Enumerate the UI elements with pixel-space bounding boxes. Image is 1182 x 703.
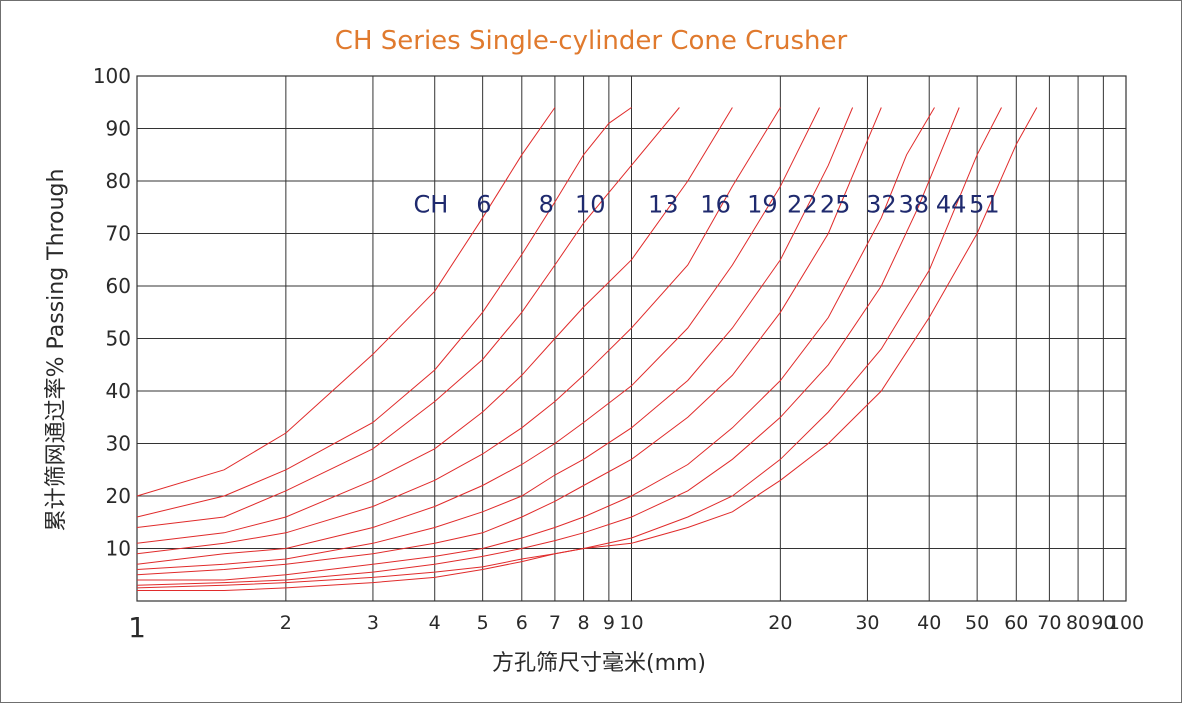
curve-label-44: 44 [936,191,967,219]
x-tick-label: 8 [578,612,590,634]
x-tick-label: 3 [367,612,379,634]
x-tick-label: 7 [549,612,561,634]
curve-label-25: 25 [820,191,851,219]
y-tick-label: 100 [93,64,131,88]
x-tick-label: 20 [768,612,792,634]
curve-25 [136,107,882,576]
curve-label-32: 32 [866,191,897,219]
curve-22 [136,107,854,570]
curve-10 [136,107,680,528]
x-tick-label: 60 [1004,612,1028,634]
y-tick-label: 40 [106,379,131,403]
x-tick-label: 90 [1091,612,1115,634]
x-tick-label: 6 [516,612,528,634]
y-tick-label: 90 [106,117,131,141]
x-tick-label: 9 [603,612,615,634]
x-tick-label: 2 [280,612,292,634]
x-tick-label: 5 [477,612,489,634]
curve-label-16: 16 [700,191,731,219]
curves [136,107,1038,591]
x-tick-label: 4 [429,612,441,634]
curve-19 [136,107,820,565]
curve-label-10: 10 [575,191,606,219]
x-tick-label: 50 [965,612,989,634]
y-tick-label: 50 [106,327,131,351]
y-tick-label: 80 [106,169,131,193]
curve-13 [136,107,733,544]
y-tick-label: 20 [106,484,131,508]
x-tick-label: 1 [128,611,146,644]
curve-label-13: 13 [648,191,679,219]
y-tick-label: 60 [106,274,131,298]
curve-label-51: 51 [969,191,1000,219]
curve-51 [137,107,1038,591]
labels: 1 2 3 4 5 6 7 8 9 10 20 30 40 50 60 70 80 901001020304050… [93,64,1144,644]
curve-16 [136,107,781,555]
x-tick-label: 80 [1066,612,1090,634]
curve-38 [136,107,960,586]
curve-32 [137,107,935,581]
x-tick-label: 30 [855,612,879,634]
curve-6 [136,107,556,497]
grid [136,75,1127,602]
y-tick-label: 10 [106,537,131,561]
x-tick-label: 40 [917,612,941,634]
x-tick-label: 100 [1108,612,1144,634]
y-axis-label: 累计筛网通过率% Passing Through [44,169,69,532]
model-prefix-label: CH [413,191,448,219]
curve-label-6: 6 [476,191,491,219]
curve-8 [136,107,632,518]
x-axis-label: 方孔筛尺寸毫米(mm) [492,651,706,676]
x-tick-label: 70 [1037,612,1061,634]
curve-label-8: 8 [539,191,554,219]
x-tick-label: 10 [619,612,643,634]
curve-44 [136,107,1002,589]
y-tick-label: 30 [106,432,131,456]
y-tick-label: 70 [106,222,131,246]
curve-label-22: 22 [787,191,818,219]
curve-label-38: 38 [898,191,929,219]
chart-title: CH Series Single-cylinder Cone Crusher [335,26,848,56]
curve-label-19: 19 [747,191,778,219]
